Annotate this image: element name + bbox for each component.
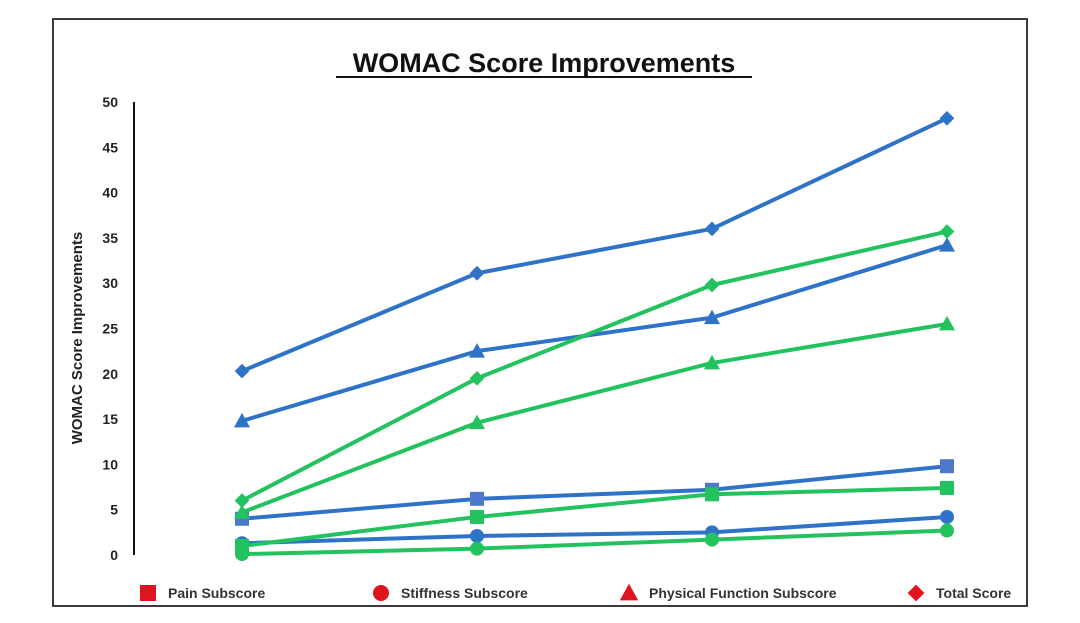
line-chart: WOMAC Score Improvements WOMAC Score Imp… [69, 48, 1011, 602]
legend-triangle-icon [619, 583, 639, 601]
series-line [241, 514, 948, 546]
data-point [705, 532, 719, 547]
series-green-triangle [233, 315, 956, 519]
data-point [940, 509, 954, 524]
series-line [241, 116, 948, 373]
data-point [938, 237, 956, 252]
legend-item: Stiffness Subscore [373, 585, 528, 601]
series-line [241, 528, 948, 557]
data-point [939, 224, 955, 239]
data-point [940, 523, 954, 538]
legend-label: Stiffness Subscore [401, 585, 528, 601]
legend-label: Physical Function Subscore [649, 585, 837, 601]
data-point [704, 277, 720, 293]
data-point [703, 309, 721, 325]
legend-label: Total Score [936, 585, 1011, 601]
y-axis-label: WOMAC Score Improvements [69, 232, 86, 445]
y-tick-label: 45 [102, 139, 118, 155]
data-point [469, 370, 485, 386]
chart-frame: WOMAC Score Improvements WOMAC Score Imp… [52, 18, 1028, 607]
data-point [233, 412, 251, 428]
y-tick-label: 10 [102, 456, 118, 472]
legend-item: Total Score [907, 584, 1011, 602]
data-point [233, 504, 251, 519]
data-point [940, 480, 954, 495]
data-point [939, 110, 955, 126]
data-point [235, 547, 249, 562]
data-point [234, 363, 250, 379]
data-point [470, 509, 484, 524]
legend-label: Pain Subscore [168, 585, 265, 601]
legend-item: Pain Subscore [140, 585, 265, 601]
series-line [241, 229, 948, 503]
series-line [241, 321, 948, 515]
data-point [705, 487, 719, 502]
y-tick-label: 15 [102, 411, 118, 427]
y-axis: 0 5 10 15 20 25 30 35 40 45 50 [102, 94, 135, 563]
y-tick-label: 0 [110, 547, 118, 563]
data-point [470, 491, 484, 506]
legend-item: Physical Function Subscore [619, 583, 837, 601]
data-point [470, 528, 484, 543]
data-point [468, 414, 486, 430]
legend-diamond-icon [907, 584, 925, 602]
data-point [703, 354, 721, 370]
series-line [241, 243, 948, 423]
series-layer [233, 110, 956, 562]
data-point [704, 221, 720, 237]
y-tick-label: 40 [102, 185, 118, 201]
series-blue-triangle [233, 237, 956, 428]
series-green-diamond [234, 224, 955, 508]
data-point [940, 459, 954, 474]
chart-title: WOMAC Score Improvements [353, 48, 736, 78]
y-tick-label: 5 [110, 502, 118, 518]
data-point [468, 343, 486, 358]
y-tick-label: 50 [102, 94, 118, 110]
y-tick-label: 25 [102, 321, 118, 337]
series-blue-diamond [234, 110, 955, 379]
series-green-circle [235, 523, 954, 562]
y-tick-label: 35 [102, 230, 118, 246]
data-point [470, 541, 484, 556]
data-point [469, 265, 485, 281]
data-point [234, 493, 250, 508]
y-tick-label: 30 [102, 275, 118, 291]
data-point [938, 315, 956, 331]
series-line [241, 485, 948, 548]
legend-square-icon [140, 585, 156, 601]
legend: Pain Subscore Stiffness Subscore Physical … [140, 583, 1011, 602]
y-tick-label: 20 [102, 366, 118, 382]
legend-circle-icon [373, 585, 389, 601]
series-line [241, 464, 948, 521]
